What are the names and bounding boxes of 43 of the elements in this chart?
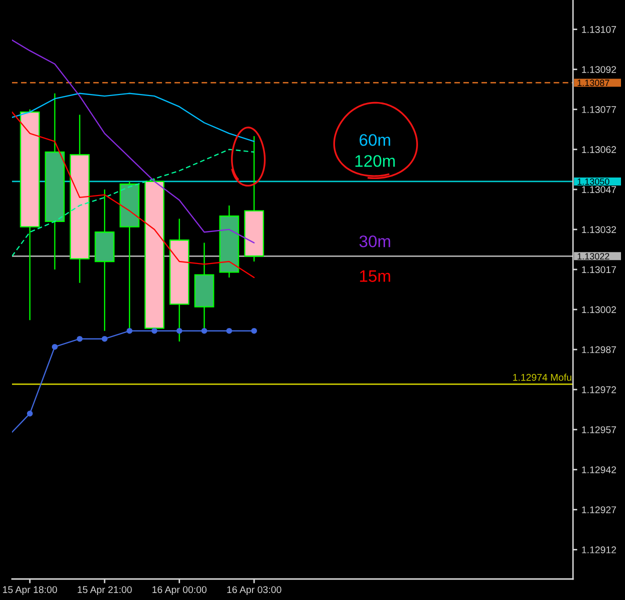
x-tick-label: 16 Apr 03:00 [227, 586, 282, 596]
y-tick-label: 1.13017 [582, 266, 616, 274]
y-tick-label: 1.13047 [582, 186, 616, 194]
ref-line-label: 1.13022 [578, 253, 610, 260]
y-tick-label: 1.13002 [582, 306, 616, 314]
point [126, 328, 132, 334]
candlestick [44, 92, 65, 270]
y-tick-label: 1.13062 [582, 146, 616, 154]
point [226, 328, 232, 334]
point [201, 328, 208, 334]
y-tick-label: 1.13092 [582, 66, 616, 73]
point [52, 344, 58, 350]
candlestick [219, 204, 240, 278]
text: 30m [359, 235, 390, 248]
x-tick-label: 16 Apr 00:00 [152, 586, 207, 596]
text: 15m [360, 270, 390, 282]
candlestick [169, 218, 190, 342]
point [102, 336, 108, 342]
y-tick-label: 1.12942 [582, 466, 616, 474]
y-tick-label: 1.12912 [582, 546, 616, 554]
candlestick [94, 188, 115, 332]
candlestick [70, 114, 90, 284]
candlestick [20, 108, 40, 321]
y-tick-label: 1.12972 [582, 386, 616, 394]
y-tick-label: 1.13107 [582, 26, 616, 33]
y-tick-label: 1.13032 [582, 226, 616, 234]
x-tick-label: 15 Apr 21:00 [78, 586, 132, 596]
y-tick-label: 1.12987 [582, 346, 616, 354]
y-tick-label: 1.12927 [582, 506, 616, 514]
point [251, 328, 258, 334]
text: 120m [355, 155, 395, 167]
ref-line-label: 1.13050 [578, 178, 610, 185]
candlestick [244, 135, 264, 262]
x-tick-label: 15 Apr 18:00 [3, 586, 58, 596]
y-tick-label: 1.12957 [582, 426, 616, 434]
annotation: 1.12974 Mofu [513, 374, 572, 381]
point [176, 328, 182, 334]
point [76, 336, 83, 342]
point [26, 410, 33, 416]
y-tick-label: 1.13077 [582, 106, 616, 114]
point [152, 328, 158, 334]
ref-line-label: 1.13087 [578, 80, 610, 86]
text: 60m [360, 134, 390, 146]
